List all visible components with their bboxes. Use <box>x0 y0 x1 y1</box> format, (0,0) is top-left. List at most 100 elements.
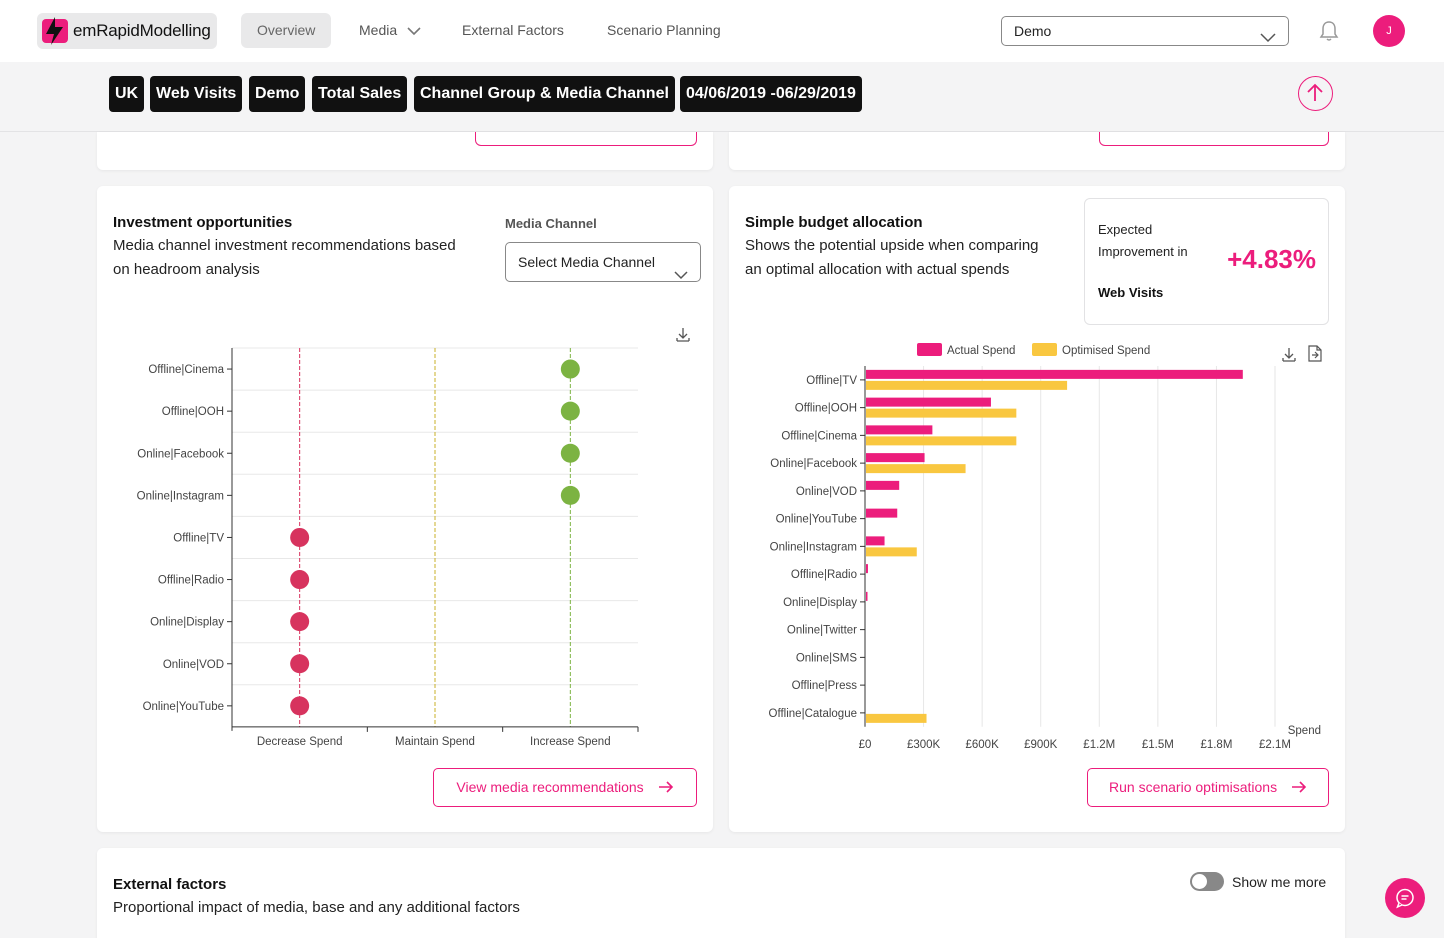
legend-swatch <box>917 343 942 356</box>
card-description: Proportional impact of media, base and a… <box>113 899 520 916</box>
logo-icon <box>41 16 71 46</box>
x-axis-label: Spend <box>1288 725 1321 737</box>
arrow-up-icon <box>1307 83 1323 101</box>
bar-optimised-spend[interactable] <box>866 547 917 557</box>
show-more-toggle[interactable] <box>1190 872 1224 891</box>
legend-label: Optimised Spend <box>1062 345 1150 357</box>
data-point[interactable] <box>290 612 310 632</box>
partial-button[interactable] <box>1099 132 1329 146</box>
media-channel-select-placeholder: Select Media Channel <box>518 254 655 270</box>
data-point[interactable] <box>290 570 310 590</box>
scroll-top-button[interactable] <box>1298 76 1333 111</box>
download-icon[interactable] <box>1282 348 1296 362</box>
y-tick-label: Offline|Cinema <box>781 430 857 442</box>
bar-optimised-spend[interactable] <box>866 436 1017 446</box>
x-tick-label: £1.5M <box>1142 739 1174 751</box>
card-title: Investment opportunities <box>113 214 293 231</box>
logo-text: emRapidModelling <box>73 21 211 40</box>
card-partial-right <box>729 132 1345 170</box>
card-description: Shows the potential upside when comparin… <box>745 237 1039 278</box>
logo[interactable]: emRapidModelling <box>37 13 217 49</box>
bar-actual-spend[interactable] <box>866 564 868 574</box>
media-channel-label: Media Channel <box>505 216 597 231</box>
view-media-recommendations-button[interactable]: View media recommendations <box>433 768 697 807</box>
bar-actual-spend[interactable] <box>866 480 900 490</box>
investment-chart: Offline|Cinema Offline|OOH Online|Facebook… <box>137 328 690 748</box>
download-icon[interactable] <box>676 328 690 342</box>
x-tick-label: Increase Spend <box>530 736 611 748</box>
x-tick-label: £300K <box>907 739 941 751</box>
export-file-icon[interactable] <box>1308 345 1322 362</box>
expected-improvement-box: Expected Improvement in Web Visits +4.83… <box>1084 198 1329 325</box>
data-point[interactable] <box>290 696 310 716</box>
data-point[interactable] <box>290 654 310 674</box>
y-tick-label: Offline|OOH <box>795 403 857 415</box>
arrow-right-icon <box>658 770 674 807</box>
partial-button[interactable] <box>475 132 697 146</box>
data-point[interactable] <box>290 527 310 547</box>
demo-select[interactable]: Demo <box>1001 16 1289 46</box>
filter-chip-kpi[interactable]: Web Visits <box>150 76 243 112</box>
bell-icon[interactable] <box>1319 20 1339 42</box>
x-tick-label: Decrease Spend <box>257 736 343 748</box>
nav-scenario-planning[interactable]: Scenario Planning <box>607 22 721 38</box>
y-tick-label: Online|Facebook <box>137 448 224 460</box>
show-more-label: Show me more <box>1232 874 1327 890</box>
chevron-down-icon <box>1260 24 1276 52</box>
y-tick-label: Online|Facebook <box>770 458 857 470</box>
arrow-right-icon <box>1291 770 1307 807</box>
data-point[interactable] <box>560 443 580 463</box>
bar-actual-spend[interactable] <box>866 425 933 435</box>
filter-bar: UK Web Visits Demo Total Sales Channel G… <box>0 62 1444 132</box>
bar-actual-spend[interactable] <box>866 369 1243 379</box>
avatar[interactable]: J <box>1373 15 1405 47</box>
bar-optimised-spend[interactable] <box>866 464 966 474</box>
filter-chip-country[interactable]: UK <box>109 76 145 112</box>
y-tick-label: Online|Display <box>150 617 224 629</box>
y-tick-label: Online|Instagram <box>770 541 857 553</box>
nav-media[interactable]: Media <box>343 13 437 48</box>
y-tick-label: Offline|Radio <box>158 575 224 587</box>
bar-actual-spend[interactable] <box>866 536 885 546</box>
bar-actual-spend[interactable] <box>866 591 868 601</box>
y-tick-label: Offline|Cinema <box>148 364 224 376</box>
x-tick-label: Maintain Spend <box>395 736 475 748</box>
y-tick-label: Online|YouTube <box>776 514 857 526</box>
y-tick-label: Online|Twitter <box>787 625 857 637</box>
x-tick-label: £1.8M <box>1200 739 1232 751</box>
data-point[interactable] <box>560 359 580 379</box>
legend-swatch <box>1032 343 1057 356</box>
data-point[interactable] <box>560 485 580 505</box>
bar-optimised-spend[interactable] <box>866 380 1068 390</box>
card-title: External factors <box>113 876 227 893</box>
toggle-knob <box>1192 874 1207 889</box>
run-scenario-optimisations-button[interactable]: Run scenario optimisations <box>1087 768 1329 807</box>
filter-chip-model[interactable]: Demo <box>249 76 306 112</box>
filter-chip-sales[interactable]: Total Sales <box>312 76 408 112</box>
nav-external-factors[interactable]: External Factors <box>462 22 564 38</box>
nav-overview[interactable]: Overview <box>241 13 332 48</box>
bar-actual-spend[interactable] <box>866 508 898 518</box>
data-point[interactable] <box>560 401 580 421</box>
y-tick-label: Offline|Radio <box>791 569 857 581</box>
chat-button[interactable] <box>1385 878 1425 918</box>
y-tick-label: Offline|Catalogue <box>769 708 857 720</box>
bar-actual-spend[interactable] <box>866 397 991 407</box>
y-tick-label: Online|Display <box>783 597 857 609</box>
top-nav: emRapidModelling Overview Media External… <box>0 0 1444 62</box>
filter-chip-channel[interactable]: Channel Group & Media Channel <box>414 76 675 112</box>
y-tick-label: Online|YouTube <box>143 701 224 713</box>
media-channel-select[interactable]: Select Media Channel <box>505 242 701 282</box>
chat-icon <box>1396 888 1414 909</box>
card-description: Media channel investment recommendations… <box>113 237 456 278</box>
demo-select-value: Demo <box>1014 23 1052 39</box>
bar-optimised-spend[interactable] <box>866 408 1017 418</box>
bar-optimised-spend[interactable] <box>866 713 927 723</box>
budget-allocation-card: Simple budget allocation Shows the poten… <box>729 186 1345 832</box>
improvement-label: Expected Improvement in <box>1098 222 1188 259</box>
card-partial-left <box>97 132 713 170</box>
button-label: View media recommendations <box>456 779 644 795</box>
chart-legend: Actual Spend Optimised Spend <box>917 343 1150 357</box>
filter-chip-date-range[interactable]: 04/06/2019 -06/29/2019 <box>680 76 862 112</box>
bar-actual-spend[interactable] <box>866 453 925 463</box>
